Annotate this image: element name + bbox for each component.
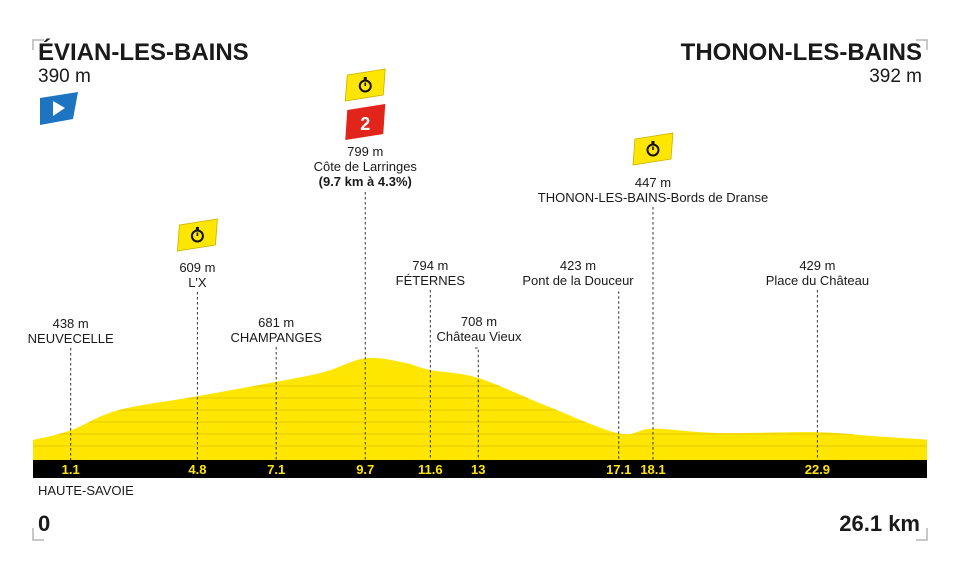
marker-altitude: 423 m [560,258,596,273]
marker-name: Pont de la Douceur [522,273,634,288]
start-town-name: ÉVIAN-LES-BAINS [38,38,249,66]
distance-end-label: 26.1 km [839,511,920,536]
frame-corners [32,39,928,541]
start-flag-icon [40,92,78,125]
marker-altitude: 708 m [461,314,497,329]
marker-leader-line [475,347,479,460]
finish-altitude: 392 m [869,66,922,87]
marker-name: NEUVECELLE [28,331,114,346]
marker-altitude: 429 m [799,258,835,273]
marker-leader-line [618,291,620,460]
marker-name: CHAMPANGES [230,330,322,345]
climb-category-number: 2 [360,114,370,134]
km-label: 13 [471,462,485,477]
profile-area [33,357,927,460]
distance-start-label: 0 [38,511,50,536]
km-label: 18.1 [640,462,665,477]
start-altitude: 390 m [38,66,91,87]
km-label: 11.6 [418,462,443,477]
marker-altitude: 681 m [258,315,294,330]
km-label: 17.1 [606,462,631,477]
marker-name: Château Vieux [436,329,522,344]
climb-category-badge: 2 [345,104,386,140]
marker-name: FÉTERNES [396,273,466,288]
marker-altitude: 609 m [179,260,215,275]
km-label: 1.1 [62,462,80,477]
km-bar [33,460,927,478]
marker-name: Place du Château [766,273,869,288]
marker-altitude: 447 m [635,175,671,190]
km-label: 22.9 [805,462,830,477]
km-labels: 1.1 4.8 7.1 9.7 11.6 13 17.1 18.1 22.9 [62,462,830,477]
marker-name: Côte de Larringes [314,159,418,174]
marker-name: THONON-LES-BAINS-Bords de Dranse [538,190,768,205]
stopwatch-icon [176,218,218,252]
stopwatch-icon [632,132,674,166]
km-label: 4.8 [188,462,206,477]
finish-town-name: THONON-LES-BAINS [681,39,922,66]
marker-altitude: 438 m [53,316,89,331]
marker-icons: 2 [176,68,674,252]
km-label: 7.1 [267,462,285,477]
marker-altitude: 794 m [412,258,448,273]
marker-leaders [70,192,818,460]
marker-name: L'X [188,275,207,290]
km-label: 9.7 [356,462,374,477]
stopwatch-icon [344,68,386,102]
climb-details: (9.7 km à 4.3%) [319,174,412,189]
marker-altitude: 799 m [347,144,383,159]
region-label: HAUTE-SAVOIE [38,483,134,498]
